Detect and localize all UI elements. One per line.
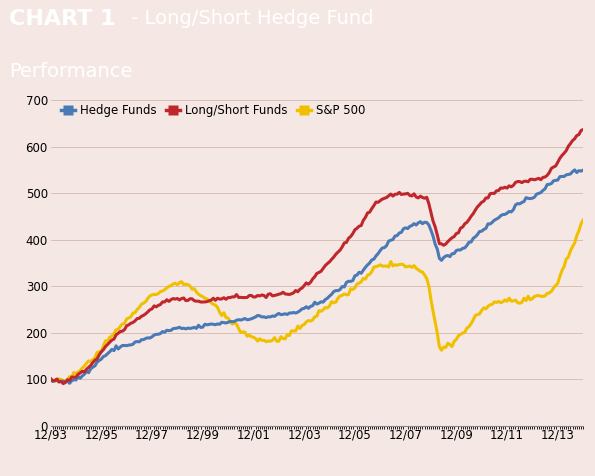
Text: CHART 1: CHART 1 (9, 9, 115, 29)
Legend: Hedge Funds, Long/Short Funds, S&P 500: Hedge Funds, Long/Short Funds, S&P 500 (57, 99, 370, 122)
Text: Performance: Performance (9, 62, 133, 81)
Text: - Long/Short Hedge Fund: - Long/Short Hedge Fund (125, 9, 374, 28)
